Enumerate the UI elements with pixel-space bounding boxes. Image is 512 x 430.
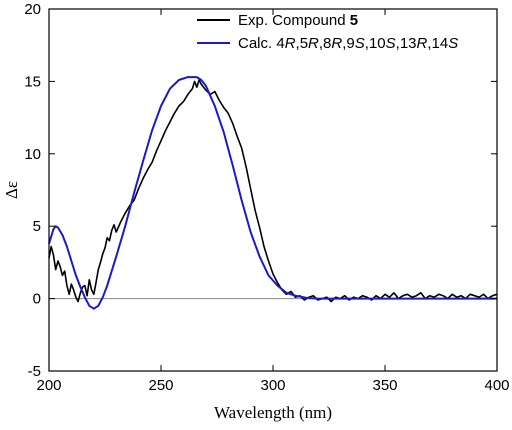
x-axis: 200 250 300 350 400 [36, 9, 510, 394]
legend-label-part: ,9 [342, 35, 355, 52]
legend-label-part: R [308, 35, 319, 52]
x-tick-label: 300 [260, 377, 285, 394]
legend-label-part: ,13 [396, 35, 417, 52]
x-tick-label: 400 [484, 377, 509, 394]
y-axis: -5 0 5 10 15 20 [24, 1, 497, 380]
legend-label-part: S [386, 35, 396, 52]
legend-label-part: S [355, 35, 365, 52]
legend-label-part: ,10 [365, 35, 386, 52]
legend-label-part: S [448, 35, 458, 52]
legend-label-part: R [331, 35, 342, 52]
y-tick-label: 10 [24, 146, 41, 163]
legend-label-part: Calc. 4 [238, 35, 285, 52]
y-tick-label: 0 [33, 291, 41, 308]
y-tick-label: -5 [28, 363, 41, 380]
series-line-calculated [48, 76, 497, 310]
y-axis-title: Δε [2, 181, 21, 199]
x-axis-title: Wavelength (nm) [214, 403, 332, 422]
legend-label-part: R [417, 35, 428, 52]
y-tick-label: 15 [24, 73, 41, 90]
series-line-experimental [48, 79, 498, 303]
x-tick-label: 200 [36, 377, 61, 394]
x-tick-label: 350 [372, 377, 397, 394]
legend-label-part: 5 [350, 12, 358, 29]
legend-label-part: ,8 [319, 35, 332, 52]
legend-label-part: ,14 [427, 35, 448, 52]
series-layer [48, 76, 498, 310]
plot-frame [48, 8, 498, 372]
legend-label-part: R [285, 35, 296, 52]
x-tick-label: 250 [148, 377, 173, 394]
legend-label-part: ,5 [296, 35, 309, 52]
legend-label: Calc. 4R,5R,8R,9S,10S,13R,14S [238, 35, 458, 52]
legend-label: Exp. Compound 5 [238, 12, 358, 29]
y-tick-label: 5 [33, 218, 41, 235]
legend-label-part: Exp. Compound [238, 12, 350, 29]
y-tick-label: 20 [24, 1, 41, 18]
